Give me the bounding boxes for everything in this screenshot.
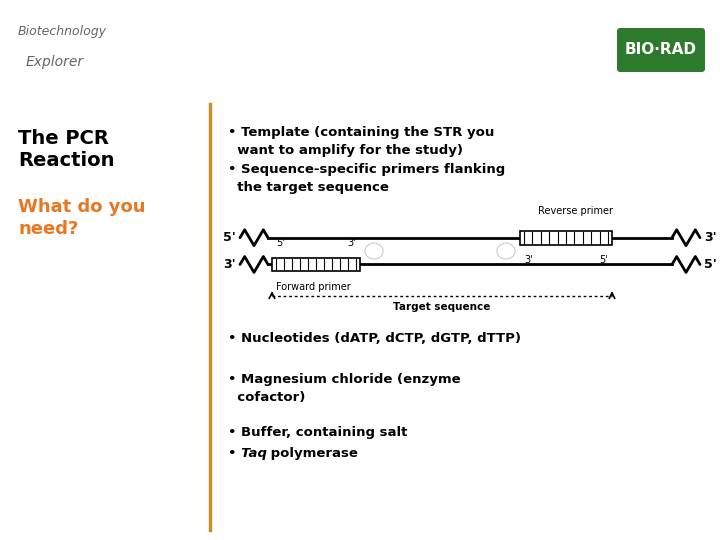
Text: • Buffer, containing salt: • Buffer, containing salt (228, 426, 408, 439)
Text: want to amplify for the study): want to amplify for the study) (228, 144, 463, 157)
Text: • Nucleotides (dATP, dCTP, dGTP, dTTP): • Nucleotides (dATP, dCTP, dGTP, dTTP) (228, 332, 521, 345)
Text: BIO·RAD: BIO·RAD (625, 43, 697, 57)
Text: Reverse primer: Reverse primer (539, 206, 613, 216)
Text: • Taq: • Taq (228, 447, 267, 460)
Text: • Magnesium chloride (enzyme: • Magnesium chloride (enzyme (228, 374, 461, 387)
Text: • Template (containing the STR you: • Template (containing the STR you (228, 126, 495, 139)
Text: cofactor): cofactor) (228, 392, 305, 404)
Ellipse shape (497, 243, 515, 259)
Text: 5': 5' (223, 231, 236, 244)
Text: 3': 3' (223, 258, 236, 271)
Text: polymerase: polymerase (266, 447, 358, 460)
Text: The PCR
Reaction: The PCR Reaction (18, 129, 114, 171)
Text: Biotechnology: Biotechnology (18, 25, 107, 38)
Bar (520, 231, 612, 245)
Text: What do you
need?: What do you need? (18, 198, 145, 238)
Text: 5': 5' (276, 238, 284, 248)
Text: 5': 5' (704, 258, 716, 271)
Ellipse shape (365, 243, 383, 259)
Text: Target sequence: Target sequence (393, 302, 491, 312)
Text: 3': 3' (347, 238, 356, 248)
Text: 5': 5' (599, 254, 608, 265)
Text: • Sequence-specific primers flanking: • Sequence-specific primers flanking (228, 164, 505, 177)
Bar (272, 258, 360, 272)
Text: 3': 3' (704, 231, 716, 244)
Text: the target sequence: the target sequence (228, 181, 389, 194)
Text: Explorer: Explorer (26, 55, 84, 69)
FancyBboxPatch shape (617, 28, 705, 72)
Text: 3': 3' (524, 254, 533, 265)
Text: Forward primer: Forward primer (276, 282, 351, 292)
